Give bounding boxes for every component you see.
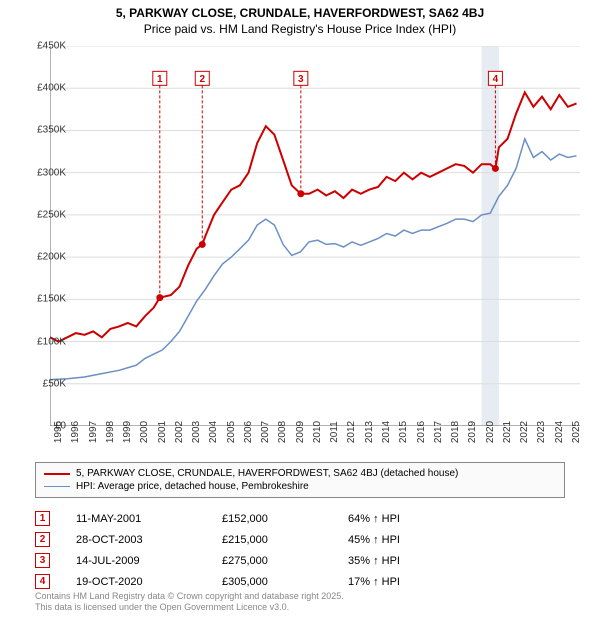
sales-row: 1 11-MAY-2001 £152,000 64% ↑ HPI — [35, 508, 565, 529]
x-axis-label: 1999 — [122, 421, 133, 443]
x-axis-label: 2021 — [502, 421, 513, 443]
sale-date: 11-MAY-2001 — [76, 513, 196, 525]
x-axis-label: 2023 — [536, 421, 547, 443]
sales-table: 1 11-MAY-2001 £152,000 64% ↑ HPI 2 28-OCT-200… — [35, 508, 565, 592]
x-axis-label: 1998 — [105, 421, 116, 443]
x-axis-label: 2024 — [554, 421, 565, 443]
x-axis-label: 2016 — [416, 421, 427, 443]
sales-row: 3 14-JUL-2009 £275,000 35% ↑ HPI — [35, 550, 565, 571]
x-axis-label: 2000 — [139, 421, 150, 443]
x-axis-label: 2019 — [467, 421, 478, 443]
x-axis-label: 2008 — [277, 421, 288, 443]
x-axis-label: 2018 — [450, 421, 461, 443]
x-axis-label: 2003 — [191, 421, 202, 443]
x-axis-label: 2007 — [260, 421, 271, 443]
x-axis-label: 2006 — [243, 421, 254, 443]
y-axis-label: £350K — [22, 125, 66, 136]
svg-text:4: 4 — [493, 74, 499, 85]
x-axis-label: 2005 — [226, 421, 237, 443]
footer-line-1: Contains HM Land Registry data © Crown c… — [35, 591, 344, 603]
x-axis-label: 2015 — [398, 421, 409, 443]
sale-delta: 64% ↑ HPI — [348, 513, 468, 525]
svg-text:2: 2 — [199, 74, 205, 85]
svg-text:1: 1 — [157, 74, 163, 85]
sale-delta: 35% ↑ HPI — [348, 555, 468, 567]
sale-price: £152,000 — [222, 513, 322, 525]
x-axis-label: 2002 — [174, 421, 185, 443]
legend-swatch — [44, 473, 70, 475]
y-axis-label: £400K — [22, 83, 66, 94]
sale-date: 19-OCT-2020 — [76, 576, 196, 588]
chart-plot-area: 1 2 3 4 — [50, 46, 580, 426]
y-axis-label: £200K — [22, 252, 66, 263]
sales-row: 2 28-OCT-2003 £215,000 45% ↑ HPI — [35, 529, 565, 550]
svg-text:3: 3 — [298, 74, 304, 85]
x-axis-label: 1997 — [88, 421, 99, 443]
title-line-2: Price paid vs. HM Land Registry's House … — [0, 22, 600, 38]
y-axis-label: £450K — [22, 41, 66, 52]
x-axis-label: 2014 — [381, 421, 392, 443]
y-axis-label: £50K — [22, 378, 66, 389]
x-axis-label: 2009 — [295, 421, 306, 443]
sale-price: £215,000 — [222, 534, 322, 546]
sales-row: 4 19-OCT-2020 £305,000 17% ↑ HPI — [35, 571, 565, 592]
title-line-1: 5, PARKWAY CLOSE, CRUNDALE, HAVERFORDWES… — [0, 6, 600, 22]
x-axis-label: 2010 — [312, 421, 323, 443]
legend-label: HPI: Average price, detached house, Pemb… — [76, 481, 309, 492]
x-axis-label: 2025 — [571, 421, 582, 443]
x-axis-label: 2017 — [433, 421, 444, 443]
legend: 5, PARKWAY CLOSE, CRUNDALE, HAVERFORDWES… — [35, 462, 565, 498]
y-axis-label: £300K — [22, 167, 66, 178]
y-axis-label: £250K — [22, 209, 66, 220]
x-axis-label: 2022 — [519, 421, 530, 443]
sale-marker-box: 3 — [35, 553, 50, 568]
sale-date: 14-JUL-2009 — [76, 555, 196, 567]
x-axis-label: 2004 — [208, 421, 219, 443]
legend-item: 5, PARKWAY CLOSE, CRUNDALE, HAVERFORDWES… — [44, 467, 556, 480]
sale-price: £275,000 — [222, 555, 322, 567]
legend-label: 5, PARKWAY CLOSE, CRUNDALE, HAVERFORDWES… — [76, 468, 458, 479]
y-axis-label: £150K — [22, 294, 66, 305]
chart-container: 5, PARKWAY CLOSE, CRUNDALE, HAVERFORDWES… — [0, 0, 600, 620]
legend-item: HPI: Average price, detached house, Pemb… — [44, 480, 556, 493]
footer-line-2: This data is licensed under the Open Gov… — [35, 602, 344, 614]
x-axis-label: 1996 — [70, 421, 81, 443]
x-axis-label: 1995 — [53, 421, 64, 443]
sale-price: £305,000 — [222, 576, 322, 588]
sale-delta: 17% ↑ HPI — [348, 576, 468, 588]
sale-marker-box: 1 — [35, 511, 50, 526]
footer: Contains HM Land Registry data © Crown c… — [35, 591, 344, 614]
sale-marker-box: 2 — [35, 532, 50, 547]
x-axis-label: 2001 — [157, 421, 168, 443]
sale-marker-box: 4 — [35, 574, 50, 589]
x-axis-label: 2012 — [346, 421, 357, 443]
x-axis-label: 2011 — [329, 421, 340, 443]
x-axis-label: 2013 — [364, 421, 375, 443]
legend-swatch — [44, 486, 70, 488]
sale-date: 28-OCT-2003 — [76, 534, 196, 546]
sale-delta: 45% ↑ HPI — [348, 534, 468, 546]
x-axis-label: 2020 — [485, 421, 496, 443]
title-block: 5, PARKWAY CLOSE, CRUNDALE, HAVERFORDWES… — [0, 0, 600, 37]
y-axis-label: £100K — [22, 336, 66, 347]
